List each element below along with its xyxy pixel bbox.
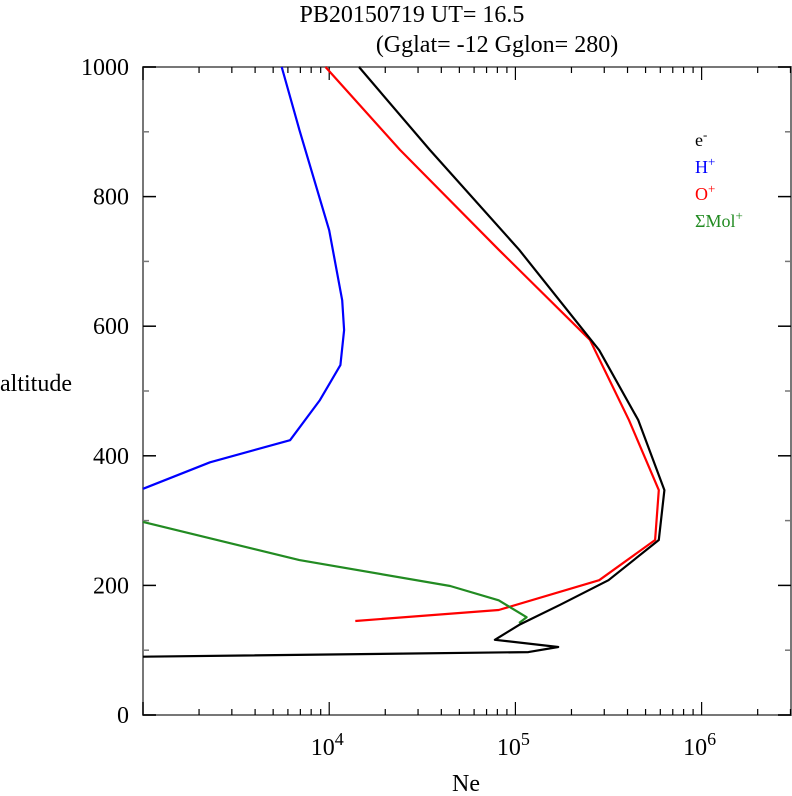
legend-entry: H+ <box>695 154 715 177</box>
legend-superscript: + <box>735 208 742 223</box>
x-axis-label: Ne <box>452 771 480 796</box>
x-tick-exponent: 6 <box>707 729 716 749</box>
legend-superscript: + <box>708 154 715 169</box>
legend-superscript: + <box>708 181 715 196</box>
legend-entry: O+ <box>695 181 715 204</box>
series-line-mol <box>142 520 528 624</box>
y-tick-label: 0 <box>117 703 129 729</box>
y-tick-label: 400 <box>93 444 129 470</box>
x-tick-label: 106 <box>683 729 716 761</box>
x-tick-base: 10 <box>683 735 707 761</box>
x-tick-exponent: 4 <box>335 729 344 749</box>
series-line-h <box>142 66 346 490</box>
series-line-e <box>142 66 666 658</box>
y-tick-labels: 0 200 400 600 800 1000 <box>81 55 129 729</box>
series-line-o <box>324 66 660 623</box>
x-tick-label: 105 <box>497 729 530 761</box>
axis-ticks <box>142 66 792 716</box>
y-tick-label: 600 <box>93 314 129 340</box>
y-axis-label: altitude <box>0 371 72 397</box>
legend-entry: ΣMol+ <box>695 208 743 231</box>
plot-frame <box>142 66 792 716</box>
x-tick-label: 104 <box>311 729 344 761</box>
legend: e-H+O+ΣMol+ <box>695 127 743 231</box>
chart-title-line1: PB20150719 UT= 16.5 <box>300 2 525 28</box>
x-tick-base: 10 <box>497 735 521 761</box>
y-tick-label: 1000 <box>81 55 129 81</box>
legend-label: e <box>695 130 703 150</box>
chart-title-line2: (Gglat= -12 Gglon= 280) <box>376 32 618 58</box>
y-tick-label: 800 <box>93 185 129 211</box>
legend-entry: e- <box>695 127 707 150</box>
x-tick-exponent: 5 <box>521 729 530 749</box>
x-tick-base: 10 <box>311 735 335 761</box>
y-tick-label: 200 <box>93 573 129 599</box>
x-tick-labels: 104 105 106 <box>311 729 716 761</box>
plot-border <box>142 66 792 716</box>
series-lines <box>142 66 666 658</box>
legend-superscript: - <box>703 127 707 142</box>
legend-label: H <box>695 157 708 177</box>
legend-label: ΣMol <box>695 211 735 231</box>
legend-label: O <box>695 184 708 204</box>
